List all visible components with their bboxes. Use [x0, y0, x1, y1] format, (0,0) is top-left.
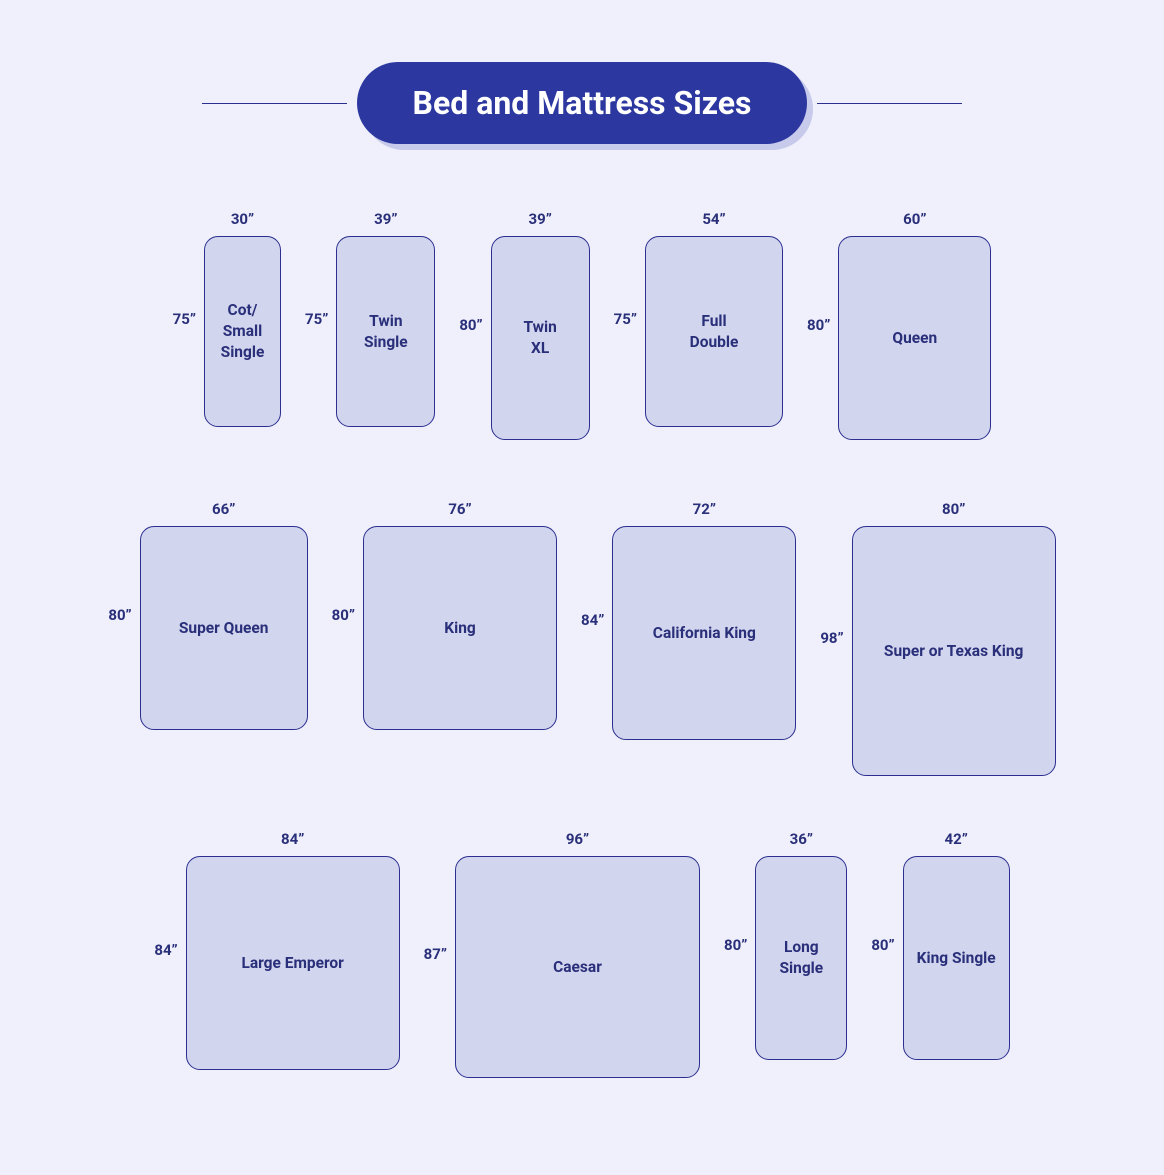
bed-box: California King [612, 526, 796, 740]
bed-name: Queen [892, 328, 937, 349]
bed-box-wrap: 96” Caesar [455, 830, 700, 1078]
page-title: Bed and Mattress Sizes [357, 62, 808, 144]
bed-box-wrap: 54” FullDouble [645, 210, 783, 427]
bed-width-label: 36” [790, 830, 813, 848]
bed-width-label: 54” [702, 210, 725, 228]
bed-name: Super Queen [179, 618, 269, 639]
bed-name: FullDouble [690, 311, 739, 353]
bed-box-wrap: 84” Large Emperor [186, 830, 400, 1070]
bed-name: Caesar [553, 957, 602, 978]
bed-cell: 80” 60” Queen [807, 210, 991, 440]
bed-width-label: 72” [693, 500, 716, 518]
bed-box-wrap: 36” LongSingle [755, 830, 847, 1060]
bed-width-label: 30” [231, 210, 254, 228]
bed-box: Super or Texas King [852, 526, 1056, 776]
bed-height-label: 75” [173, 310, 196, 328]
bed-height-label: 80” [459, 316, 482, 334]
bed-row: 80” 66” Super Queen 80” 76” King 84” 72” Califor… [0, 500, 1164, 776]
bed-row: 75” 30” Cot/SmallSingle 75” 39” TwinSingle 80”… [0, 210, 1164, 440]
bed-name: Super or Texas King [884, 641, 1024, 662]
bed-cell: 80” 76” King [332, 500, 557, 730]
bed-name: TwinXL [523, 317, 556, 359]
bed-box: TwinSingle [336, 236, 435, 427]
bed-height-label: 80” [108, 606, 131, 624]
bed-box: LongSingle [755, 856, 847, 1060]
bed-cell: 87” 96” Caesar [424, 830, 700, 1078]
title-rule-right [817, 103, 962, 104]
bed-cell: 75” 30” Cot/SmallSingle [173, 210, 281, 427]
bed-box: Super Queen [140, 526, 308, 730]
bed-box: Cot/SmallSingle [204, 236, 281, 427]
bed-box-wrap: 66” Super Queen [140, 500, 308, 730]
bed-box-wrap: 60” Queen [838, 210, 991, 440]
bed-cell: 84” 72” California King [581, 500, 796, 740]
bed-height-label: 87” [424, 945, 447, 963]
bed-width-label: 60” [903, 210, 926, 228]
bed-box: King Single [903, 856, 1010, 1060]
bed-cell: 80” 42” King Single [871, 830, 1009, 1060]
bed-height-label: 75” [305, 310, 328, 328]
bed-cell: 84” 84” Large Emperor [154, 830, 399, 1070]
bed-width-label: 76” [448, 500, 471, 518]
bed-box-wrap: 76” King [363, 500, 557, 730]
bed-height-label: 80” [871, 936, 894, 954]
bed-box-wrap: 39” TwinXL [491, 210, 590, 440]
bed-height-label: 75” [614, 310, 637, 328]
bed-width-label: 39” [528, 210, 551, 228]
bed-box: FullDouble [645, 236, 783, 427]
bed-name: King [444, 618, 476, 639]
infographic-canvas: Bed and Mattress Sizes 75” 30” Cot/SmallSi… [0, 0, 1164, 1175]
bed-box-wrap: 42” King Single [903, 830, 1010, 1060]
bed-box: King [363, 526, 557, 730]
bed-cell: 75” 39” TwinSingle [305, 210, 435, 427]
bed-width-label: 96” [566, 830, 589, 848]
bed-width-label: 66” [212, 500, 235, 518]
bed-cell: 80” 39” TwinXL [459, 210, 589, 440]
bed-cell: 80” 66” Super Queen [108, 500, 307, 730]
bed-box-wrap: 30” Cot/SmallSingle [204, 210, 281, 427]
bed-box-wrap: 72” California King [612, 500, 796, 740]
bed-cell: 75” 54” FullDouble [614, 210, 783, 427]
bed-box: Queen [838, 236, 991, 440]
title-bar: Bed and Mattress Sizes [0, 62, 1164, 144]
bed-box: TwinXL [491, 236, 590, 440]
bed-name: TwinSingle [364, 311, 408, 353]
bed-width-label: 84” [281, 830, 304, 848]
title-rule-left [202, 103, 347, 104]
bed-name: California King [653, 623, 756, 644]
bed-cell: 98” 80” Super or Texas King [820, 500, 1055, 776]
bed-height-label: 84” [581, 611, 604, 629]
bed-box: Caesar [455, 856, 700, 1078]
bed-height-label: 98” [820, 629, 843, 647]
bed-name: King Single [917, 948, 996, 969]
bed-height-label: 80” [724, 936, 747, 954]
bed-cell: 80” 36” LongSingle [724, 830, 847, 1060]
bed-width-label: 39” [374, 210, 397, 228]
bed-height-label: 80” [807, 316, 830, 334]
bed-box: Large Emperor [186, 856, 400, 1070]
bed-width-label: 42” [944, 830, 967, 848]
bed-name: LongSingle [779, 937, 823, 979]
bed-name: Cot/SmallSingle [221, 300, 265, 363]
bed-height-label: 80” [332, 606, 355, 624]
bed-row: 84” 84” Large Emperor 87” 96” Caesar 80” 36” Lon… [0, 830, 1164, 1078]
bed-width-label: 80” [942, 500, 965, 518]
bed-box-wrap: 39” TwinSingle [336, 210, 435, 427]
bed-name: Large Emperor [241, 953, 343, 974]
bed-box-wrap: 80” Super or Texas King [852, 500, 1056, 776]
bed-height-label: 84” [154, 941, 177, 959]
